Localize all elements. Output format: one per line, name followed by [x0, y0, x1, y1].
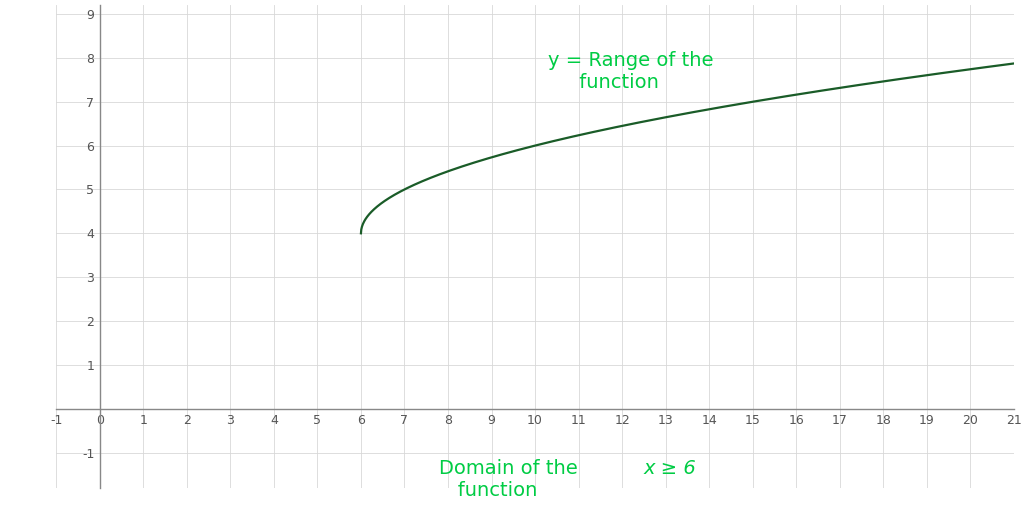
- Text: y = Range of the
     function: y = Range of the function: [548, 51, 714, 92]
- Text: x ≥ 6: x ≥ 6: [644, 459, 696, 478]
- Text: Domain of the
   function: Domain of the function: [439, 459, 578, 500]
